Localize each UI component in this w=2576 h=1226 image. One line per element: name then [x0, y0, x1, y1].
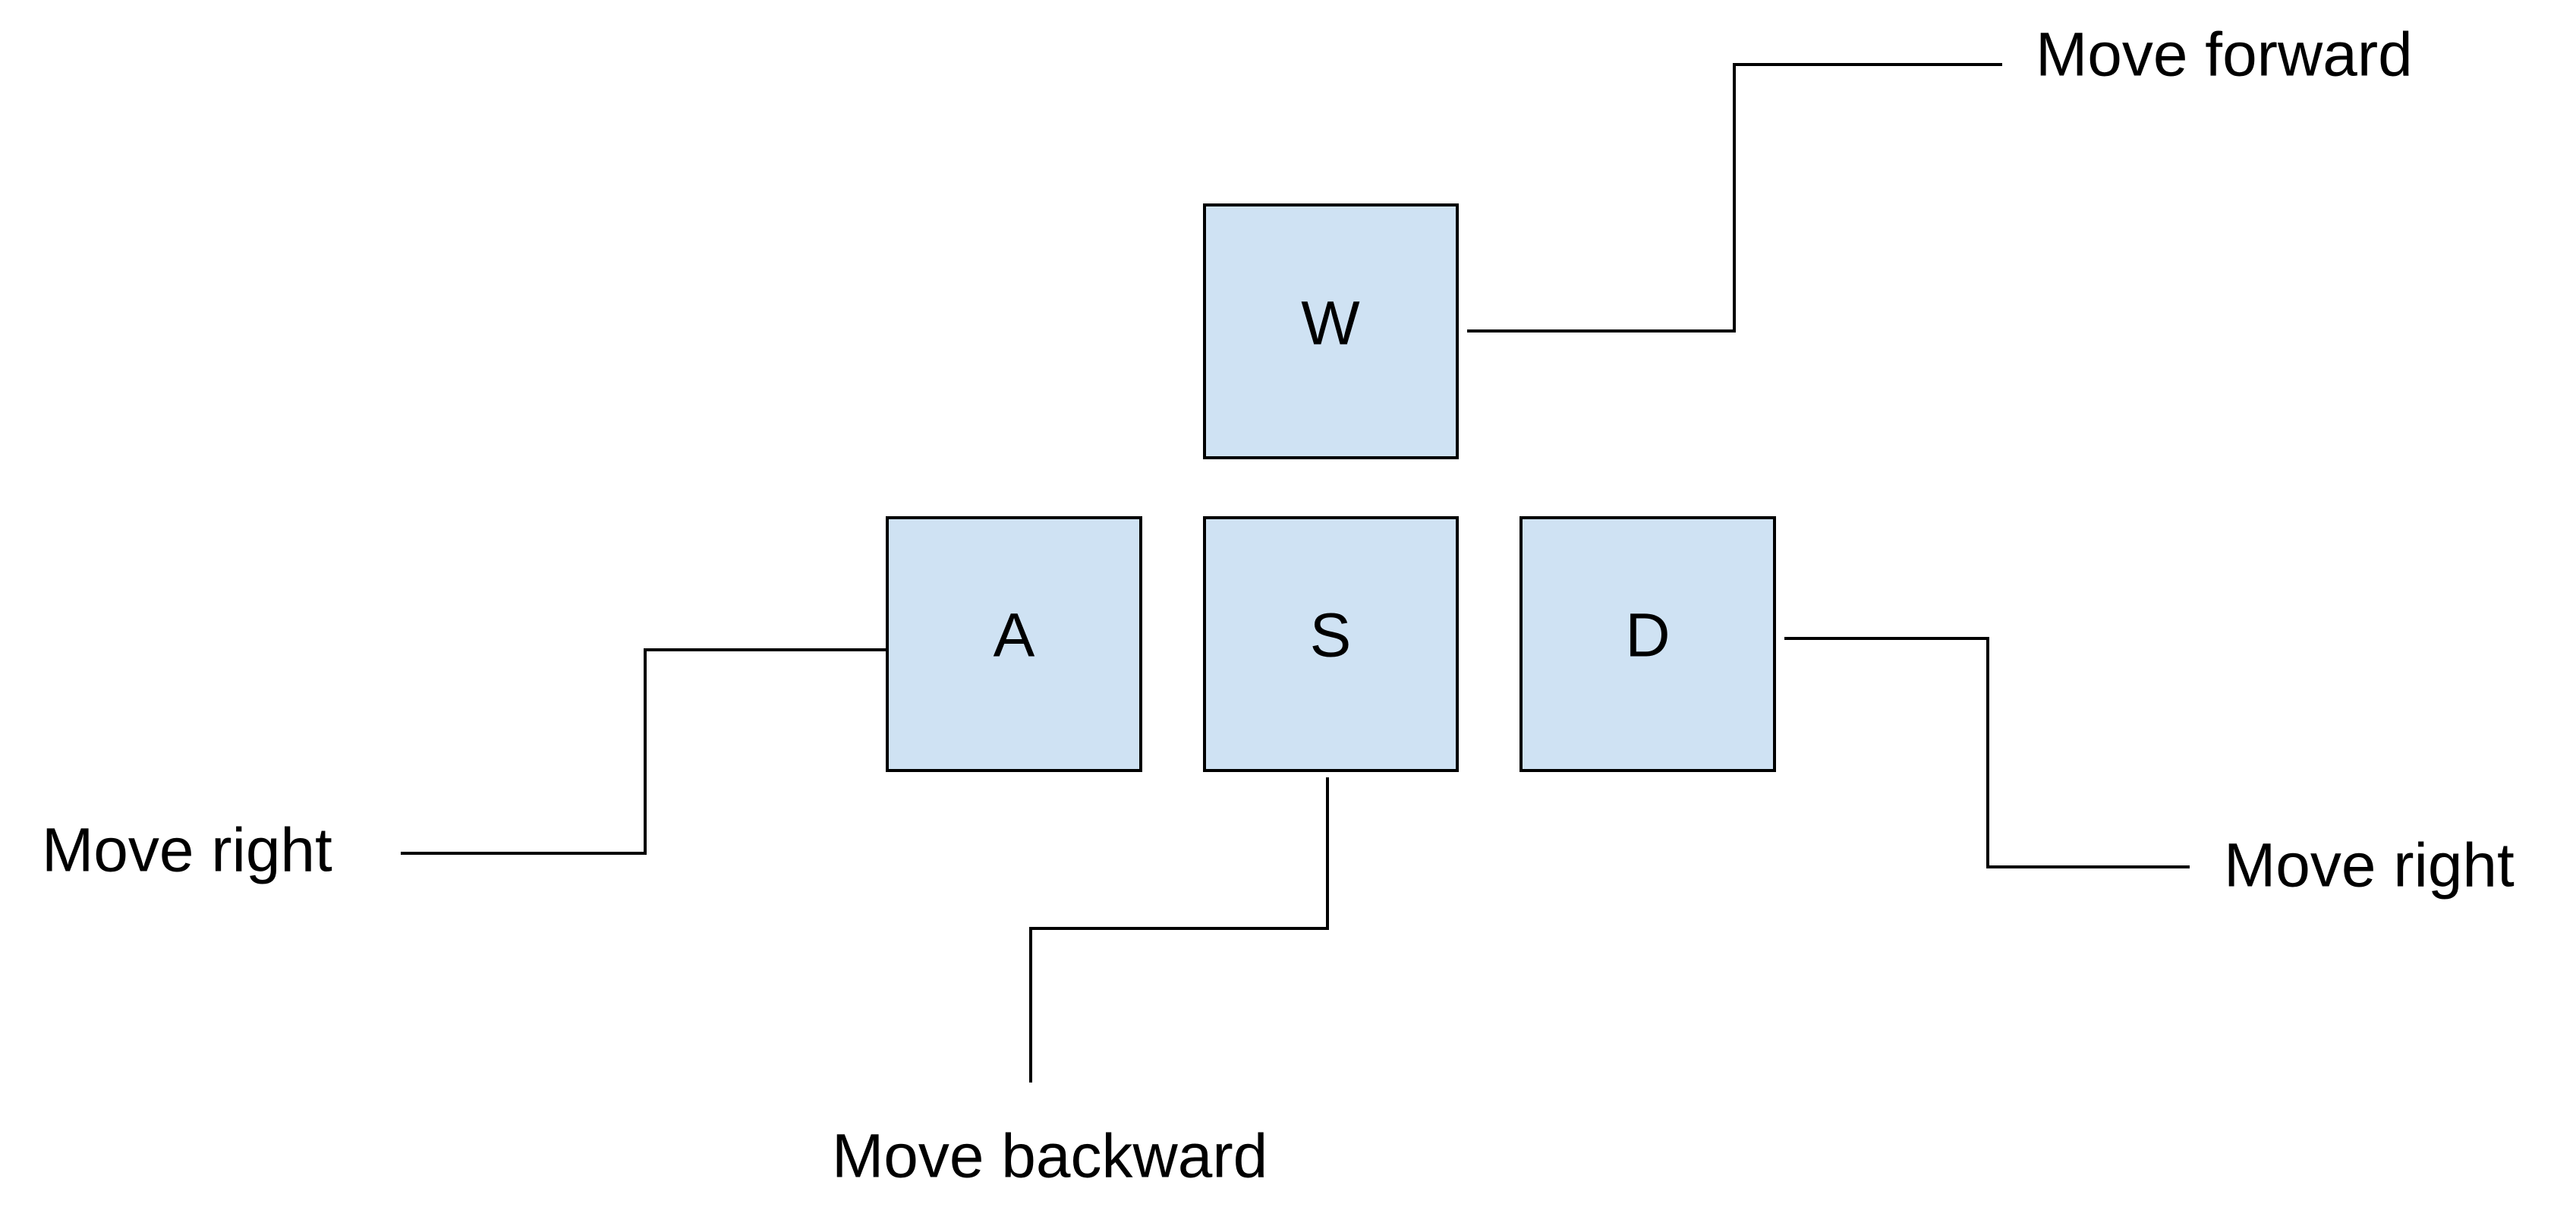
callout-move-right: Move right	[2224, 831, 2515, 900]
key-a: A	[886, 516, 1142, 772]
callout-move-backward: Move backward	[832, 1122, 1268, 1191]
key-s: S	[1203, 516, 1459, 772]
key-s-label: S	[1310, 601, 1352, 670]
connector-d	[1784, 637, 2190, 868]
key-a-label: A	[994, 601, 1035, 670]
connector-a	[401, 648, 887, 855]
key-w: W	[1203, 203, 1459, 459]
callout-move-right-left: Move right	[42, 816, 332, 885]
key-w-label: W	[1301, 289, 1360, 358]
key-d: D	[1519, 516, 1776, 772]
callout-move-forward: Move forward	[2036, 20, 2413, 90]
connector-s	[1029, 777, 1329, 1083]
connector-w	[1467, 63, 2002, 333]
key-d-label: D	[1625, 601, 1670, 670]
